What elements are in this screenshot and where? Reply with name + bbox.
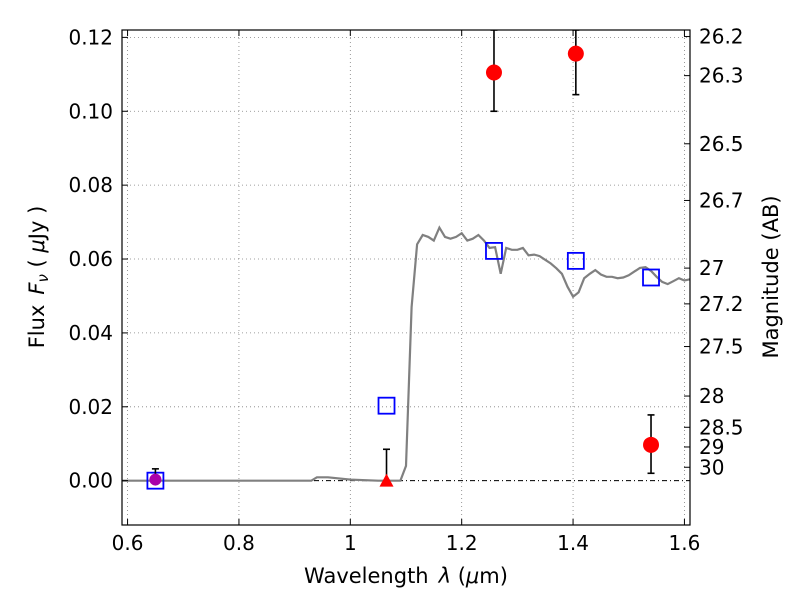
x-tick-label: 1.4 <box>557 531 589 555</box>
x-tick-label: 0.6 <box>112 531 144 555</box>
low-point-marker <box>149 473 162 486</box>
y2-tick-label: 26.5 <box>699 132 744 156</box>
y2-tick-label: 27.5 <box>699 335 744 359</box>
y2-tick-label: 28.5 <box>699 415 744 439</box>
y2-tick-label: 28 <box>699 384 724 408</box>
observed-point-marker <box>567 45 584 62</box>
y2-tick-label: 26.7 <box>699 188 744 212</box>
observed-point-marker <box>485 64 502 81</box>
model-photometry-square <box>377 396 396 415</box>
y2-tick-label: 30 <box>699 455 724 479</box>
y-tick-label: 0.04 <box>68 321 113 345</box>
y-tick-label: 0.02 <box>68 395 113 419</box>
tick-labels: 0.6 0.8 1 1.2 1.4 1.6 0.00 0.02 0.04 0.06 0.08 0.10… <box>68 25 743 555</box>
y2-tick-label: 26.3 <box>699 64 744 88</box>
y-tick-label: 0.00 <box>68 469 113 493</box>
model-photometry-square <box>485 242 503 260</box>
y-tick-label: 0.08 <box>68 173 113 197</box>
y-axis-label: FluxFν ( μJy ) <box>25 206 52 349</box>
plot-frame <box>121 29 691 526</box>
upper-limit-triangle <box>379 473 394 487</box>
model-photometry-square <box>642 268 660 287</box>
y2-tick-label: 26.2 <box>699 25 744 49</box>
y2-tick-label: 27 <box>699 256 724 280</box>
x-tick-label: 0.8 <box>223 531 255 555</box>
x-tick-label: 1 <box>344 531 357 555</box>
model-spectrum-line <box>122 225 690 482</box>
x-axis-label: Wavelength λ (μm) <box>304 564 508 588</box>
ticks <box>122 30 690 525</box>
y2-axis-label: Magnitude (AB) <box>759 195 783 358</box>
marks <box>122 30 690 490</box>
y-tick-label: 0.06 <box>68 247 113 271</box>
y2-tick-label: 27.2 <box>699 292 744 316</box>
x-tick-label: 1.6 <box>669 531 701 555</box>
y2-tick-label: 29 <box>699 435 724 459</box>
y-tick-label: 0.10 <box>68 99 113 123</box>
y-tick-label: 0.12 <box>68 25 113 49</box>
model-photometry-square <box>566 251 585 270</box>
x-tick-label: 1.2 <box>446 531 478 555</box>
observed-point-marker <box>643 436 660 453</box>
